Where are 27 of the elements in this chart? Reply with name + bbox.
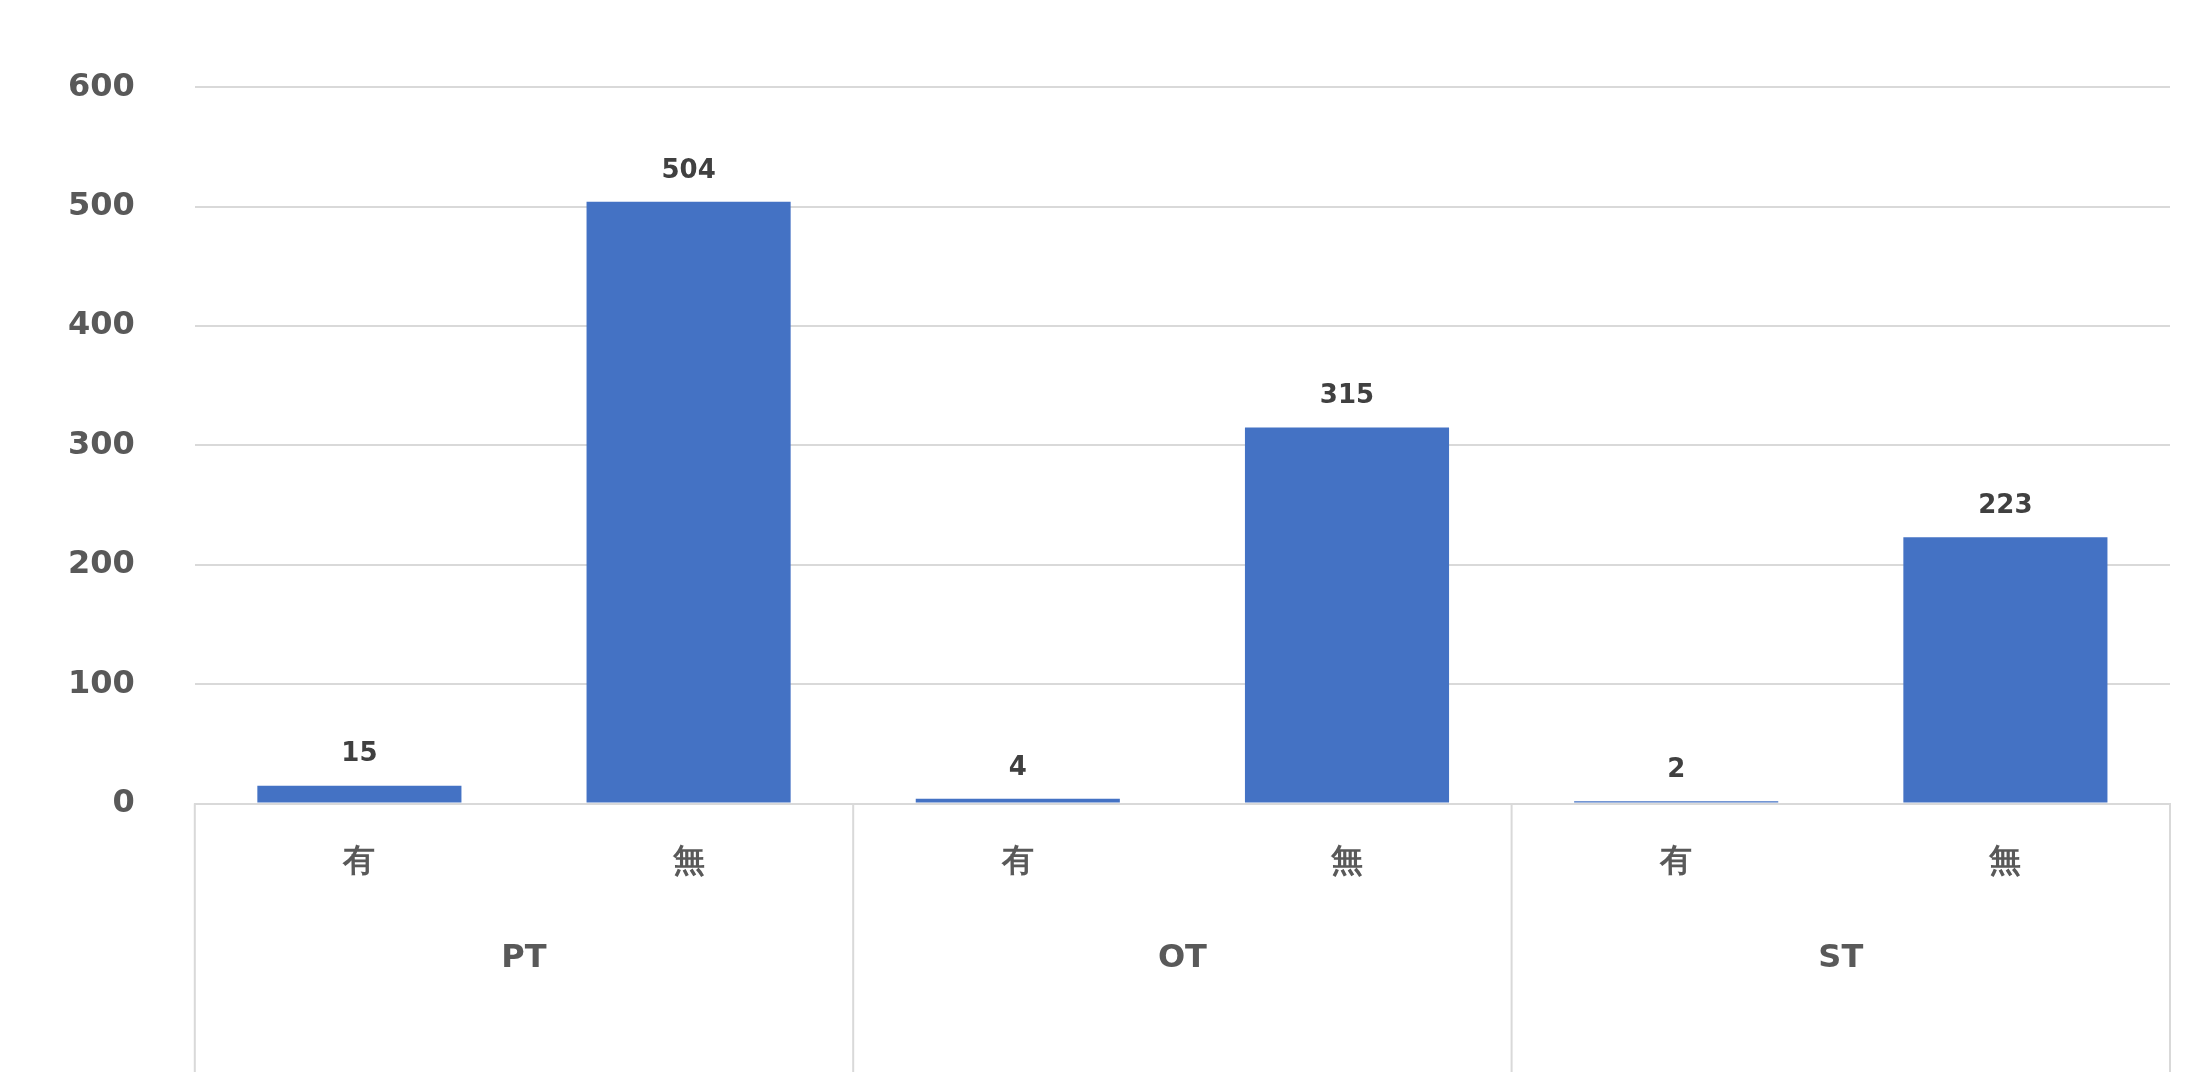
y-tick-label: 0 [112, 781, 135, 820]
data-label: 15 [341, 737, 378, 768]
data-label: 2 [1667, 752, 1686, 783]
bar [586, 201, 791, 803]
y-tick-label: 600 [68, 65, 135, 104]
data-label: 315 [1319, 379, 1375, 410]
data-label: 223 [1978, 489, 2033, 520]
text: ST [1818, 936, 1864, 975]
y-tick-label: 500 [68, 184, 135, 223]
x-tick-label: 無 [1330, 841, 1363, 880]
data-label: 4 [1008, 750, 1027, 781]
y-tick-label: 300 [68, 423, 135, 462]
x-tick-label: 無 [671, 841, 705, 880]
x-tick-label: 無 [1988, 841, 2022, 880]
bar [1903, 537, 2108, 803]
y-tick-label: 400 [68, 304, 135, 343]
bar [257, 785, 462, 803]
x-tick-label: 有 [1000, 841, 1034, 880]
x-tick-label: 有 [1659, 841, 1693, 880]
data-label: 504 [661, 153, 716, 184]
bar [915, 798, 1120, 803]
text: PT [501, 936, 547, 975]
bar [1244, 427, 1450, 803]
text: OT [1157, 936, 1208, 975]
x-tick-label: 有 [342, 841, 376, 880]
y-tick-label: 200 [68, 543, 135, 582]
y-tick-label: 100 [68, 662, 135, 701]
